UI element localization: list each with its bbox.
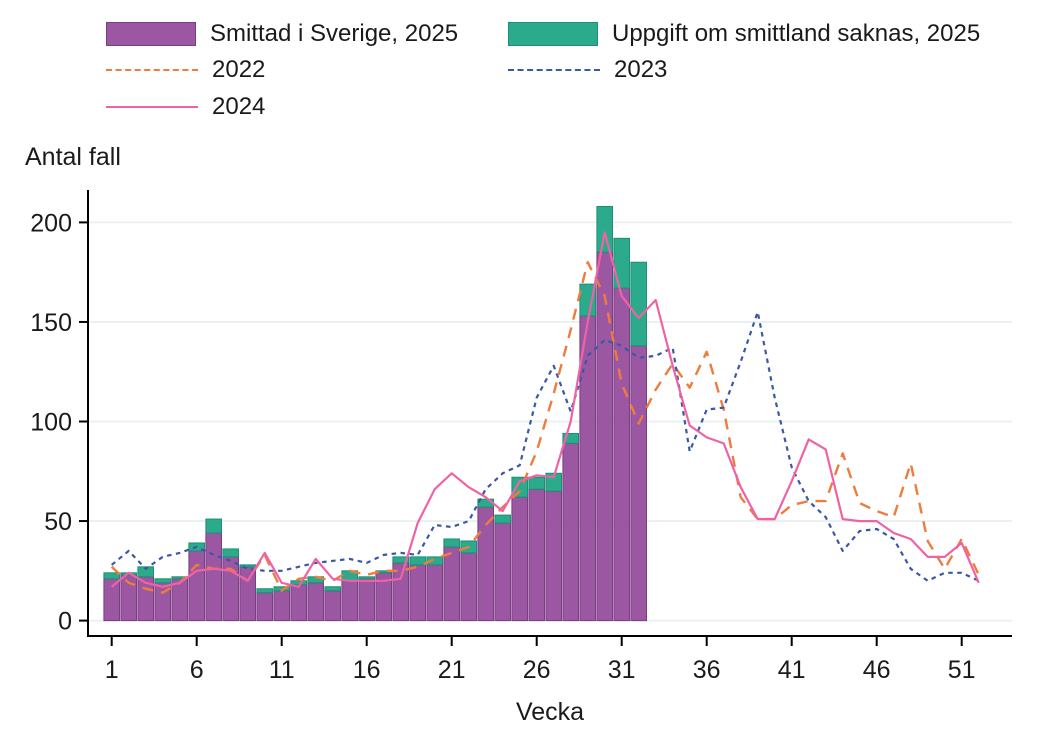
- bar-saknas-week-31: [613, 237, 631, 289]
- bar-saknas-week-1: [103, 572, 121, 580]
- bar-sverige-week-6: [188, 550, 205, 622]
- y-tick-label-150: 150: [30, 309, 72, 337]
- bar-saknas-week-18: [392, 556, 409, 564]
- bar-saknas-week-12: [290, 580, 307, 586]
- legend-item-2022: 2022: [106, 56, 266, 83]
- legend-label-smittad-i-sverige-2025: Smittad i Sverige, 2025: [210, 20, 459, 47]
- x-tick-label-31: 31: [608, 656, 636, 684]
- bar-saknas-week-19: [409, 556, 426, 566]
- bar-sverige-week-19: [409, 564, 426, 622]
- legend-item-2023: 2023: [508, 56, 668, 83]
- legend-label-2024: 2024: [212, 93, 266, 120]
- y-axis-title: Antal fall: [25, 143, 121, 171]
- bar-sverige-week-13: [307, 582, 324, 622]
- line-2023: [111, 310, 980, 582]
- bar-sverige-week-21: [443, 546, 460, 622]
- bar-sverige-week-1: [103, 578, 121, 622]
- x-tick-label-6: 6: [190, 656, 204, 684]
- legend-swatch-smittad-i-sverige-icon: [106, 22, 196, 46]
- bar-saknas-week-21: [443, 538, 460, 548]
- bar-saknas-week-10: [256, 588, 273, 594]
- x-tick-label-36: 36: [693, 656, 721, 684]
- bar-saknas-week-9: [239, 564, 256, 568]
- bar-sverige-week-26: [528, 488, 546, 622]
- x-tick-label-26: 26: [523, 656, 551, 684]
- legend-item-uppgift-saknas-2025: Uppgift om smittland saknas, 2025: [508, 20, 981, 47]
- bar-saknas-week-4: [154, 578, 171, 584]
- bar-sverige-week-9: [239, 566, 256, 622]
- bar-saknas-week-32: [630, 261, 648, 347]
- bar-saknas-week-3: [137, 566, 154, 578]
- x-tick-label-16: 16: [353, 656, 381, 684]
- bar-saknas-week-29: [579, 283, 597, 317]
- bar-saknas-week-20: [426, 556, 443, 566]
- x-tick-label-46: 46: [863, 656, 891, 684]
- legend-label-2022: 2022: [212, 56, 266, 83]
- bar-sverige-week-11: [273, 590, 290, 622]
- x-tick-label-41: 41: [778, 656, 806, 684]
- bar-sverige-week-31: [613, 287, 631, 622]
- y-tick-label-100: 100: [30, 409, 72, 437]
- x-tick-label-21: 21: [438, 656, 466, 684]
- bar-sverige-week-32: [630, 345, 648, 622]
- y-tick-label-0: 0: [58, 608, 72, 636]
- bar-sverige-week-20: [426, 564, 443, 622]
- y-tick-label-50: 50: [44, 508, 72, 536]
- chart-legend: Smittad i Sverige, 2025 Uppgift om smitt…: [0, 0, 1040, 130]
- bar-sverige-week-16: [358, 578, 375, 622]
- legend-dotted-line-2023-icon: [508, 69, 600, 71]
- bar-sverige-week-12: [290, 584, 307, 622]
- bar-sverige-week-15: [341, 580, 358, 622]
- line-2024: [111, 231, 980, 588]
- bar-sverige-week-27: [545, 490, 563, 622]
- bar-sverige-week-29: [579, 315, 597, 622]
- legend-dashed-line-2022-icon: [106, 69, 198, 71]
- bar-saknas-week-8: [222, 548, 239, 558]
- bar-sverige-week-14: [324, 590, 341, 622]
- bar-saknas-week-30: [596, 205, 614, 253]
- bar-saknas-week-26: [528, 476, 546, 490]
- bar-saknas-week-28: [562, 432, 580, 444]
- bar-saknas-week-24: [494, 514, 511, 524]
- legend-item-smittad-i-sverige-2025: Smittad i Sverige, 2025: [106, 20, 459, 47]
- legend-label-2023: 2023: [614, 56, 668, 83]
- x-tick-label-51: 51: [948, 656, 976, 684]
- y-tick-label-200: 200: [30, 209, 72, 237]
- x-tick-label-1: 1: [105, 656, 119, 684]
- legend-label-uppgift-saknas-2025: Uppgift om smittland saknas, 2025: [612, 20, 981, 47]
- legend-swatch-uppgift-saknas-icon: [508, 22, 598, 46]
- legend-solid-line-2024-icon: [106, 106, 198, 108]
- bar-saknas-week-14: [324, 586, 341, 592]
- bar-saknas-week-7: [205, 518, 222, 534]
- x-tick-label-11: 11: [269, 656, 295, 684]
- bar-sverige-week-30: [596, 251, 614, 622]
- bar-sverige-week-24: [494, 522, 511, 622]
- x-axis-title: Vecka: [515, 698, 585, 726]
- bar-sverige-week-10: [256, 592, 273, 622]
- bar-sverige-week-28: [562, 442, 580, 622]
- legend-item-2024: 2024: [106, 93, 266, 120]
- bar-sverige-week-8: [222, 556, 239, 622]
- bar-sverige-week-7: [205, 532, 222, 622]
- bar-sverige-week-25: [511, 496, 528, 622]
- bar-saknas-week-16: [358, 576, 375, 580]
- bar-sverige-week-22: [460, 552, 477, 622]
